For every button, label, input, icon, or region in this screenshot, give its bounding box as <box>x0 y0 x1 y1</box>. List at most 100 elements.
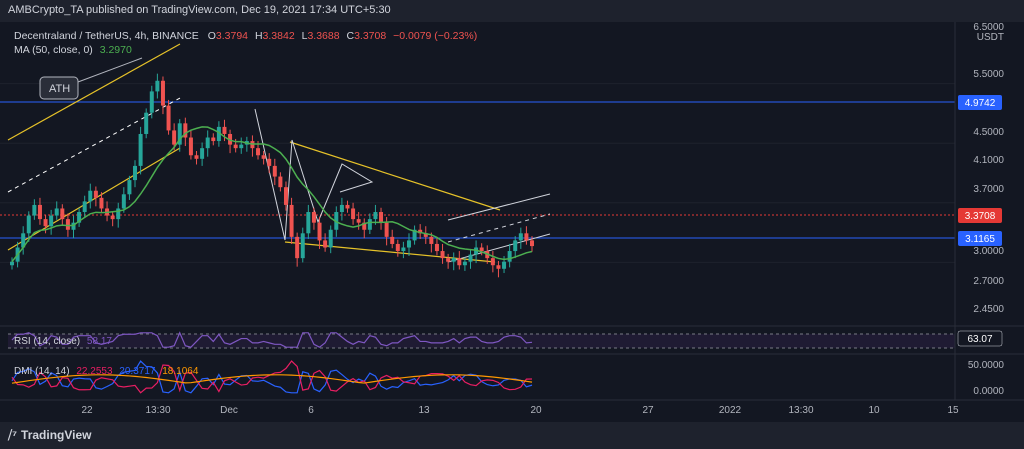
candle-body <box>412 229 417 241</box>
last-price-label: 3.3708 <box>965 211 996 222</box>
candle-body <box>446 258 451 262</box>
publisher-text: AMBCrypto_TA published on TradingView.co… <box>8 4 391 16</box>
candle-body <box>172 130 177 145</box>
price-tick-3_7: 3.7000 <box>973 184 1004 195</box>
candle-body <box>468 254 473 262</box>
ath-label: ATH <box>49 83 70 95</box>
channel-upper-yellow <box>7 43 181 141</box>
candle-body <box>71 222 76 230</box>
candle-body <box>26 215 31 234</box>
candle-body <box>99 197 104 209</box>
level-high-label: 4.9742 <box>965 98 996 109</box>
candle-body <box>513 240 518 252</box>
flag-upper <box>447 193 551 221</box>
ath-callout-pointer <box>77 57 143 83</box>
channel-mid-white <box>7 97 181 193</box>
candle-body <box>300 233 305 259</box>
flag-lower <box>447 233 551 263</box>
chart-svg[interactable]: ATH Decentraland / TetherUS, 4h, BINANCE… <box>0 22 1024 422</box>
candle-body <box>339 204 344 213</box>
time-tick: 15 <box>947 405 959 416</box>
symbol-legend: Decentraland / TetherUS, 4h, BINANCE O3.… <box>14 30 477 42</box>
ohlc-l-label: L <box>302 30 308 42</box>
candle-body <box>272 165 277 177</box>
candle-body <box>328 229 333 248</box>
dmi-plus-value: 22.2553 <box>76 366 113 377</box>
flag-mid <box>447 213 551 243</box>
publisher-bar: AMBCrypto_TA published on TradingView.co… <box>0 0 1024 22</box>
candle-body <box>278 176 283 188</box>
candle-body <box>401 247 406 252</box>
candle-body <box>116 208 121 220</box>
candle-body <box>429 236 434 244</box>
candle-body <box>479 247 484 252</box>
candle-body <box>216 126 221 142</box>
candle-body <box>367 219 372 230</box>
candle-body <box>88 190 93 202</box>
candle-body <box>93 190 98 198</box>
candle-body <box>507 251 512 262</box>
price-tick-4_5: 4.5000 <box>973 127 1004 138</box>
candle-body <box>65 219 70 230</box>
candle-body <box>60 208 65 220</box>
last-price-badge <box>958 208 1002 223</box>
candle-body <box>138 133 143 166</box>
candle-body <box>311 212 316 223</box>
time-tick: 6 <box>308 405 314 416</box>
candle-body <box>211 137 216 142</box>
candle-body <box>144 112 149 134</box>
candle-body <box>356 219 361 223</box>
candle-body <box>267 158 272 166</box>
ohlc-c: 3.3708 <box>354 30 386 42</box>
candle-body <box>188 137 193 156</box>
price-unit: USDT <box>977 32 1004 43</box>
time-tick: 27 <box>642 405 654 416</box>
candle-body <box>110 215 115 220</box>
candle-body <box>502 261 507 269</box>
candle-body <box>496 265 501 269</box>
pattern-white-lines <box>254 108 374 241</box>
level-low-label: 3.1165 <box>965 234 995 245</box>
candle-body <box>379 212 384 223</box>
candle-body <box>54 208 59 216</box>
candle-body <box>200 148 205 159</box>
candle-body <box>384 222 389 237</box>
candle-body <box>390 236 395 244</box>
candle-body <box>283 187 288 205</box>
time-axis: 22 13:30 Dec 6 13 20 27 2022 13:30 10 15 <box>81 405 959 416</box>
candle-body <box>155 80 160 92</box>
price-tick-3_0: 3.0000 <box>973 246 1004 257</box>
ath-callout-box[interactable] <box>39 76 79 100</box>
dmi-minus-value: 20.3717 <box>119 366 156 377</box>
price-tick-6_5: 6.5000 <box>973 22 1004 33</box>
candle-body <box>457 258 462 266</box>
tradingview-logo[interactable]: ⧸⁷ TradingView <box>8 428 92 443</box>
candle-body <box>306 212 311 234</box>
price-tick-4_1: 4.1000 <box>973 155 1004 166</box>
level-high-badge <box>958 95 1002 110</box>
symbol-name: Decentraland / TetherUS, 4h, BINANCE <box>14 30 199 42</box>
candle-body <box>345 204 350 209</box>
chart-area[interactable]: ATH Decentraland / TetherUS, 4h, BINANCE… <box>0 22 1024 422</box>
candle-body <box>177 123 182 145</box>
adx-value: 18.1064 <box>162 366 199 377</box>
ohlc-c-label: C <box>346 30 354 42</box>
wedge-lower-yellow <box>284 241 496 263</box>
ohlc-o: 3.3794 <box>216 30 248 42</box>
grid <box>0 83 955 263</box>
candle-body <box>289 204 294 237</box>
candle-body <box>423 233 428 237</box>
candle-body <box>373 212 378 220</box>
time-tick: 13:30 <box>145 405 170 416</box>
rsi-last-label: 63.07 <box>967 334 992 345</box>
candle-body <box>194 155 199 159</box>
candle-body <box>222 126 227 134</box>
candle-body <box>37 204 42 220</box>
candle-body <box>205 137 210 149</box>
candle-body <box>149 91 154 113</box>
time-tick: 13 <box>418 405 430 416</box>
candle-body <box>160 80 165 106</box>
candle-body <box>462 261 467 266</box>
candle-body <box>133 165 138 181</box>
candle-body <box>406 240 411 248</box>
